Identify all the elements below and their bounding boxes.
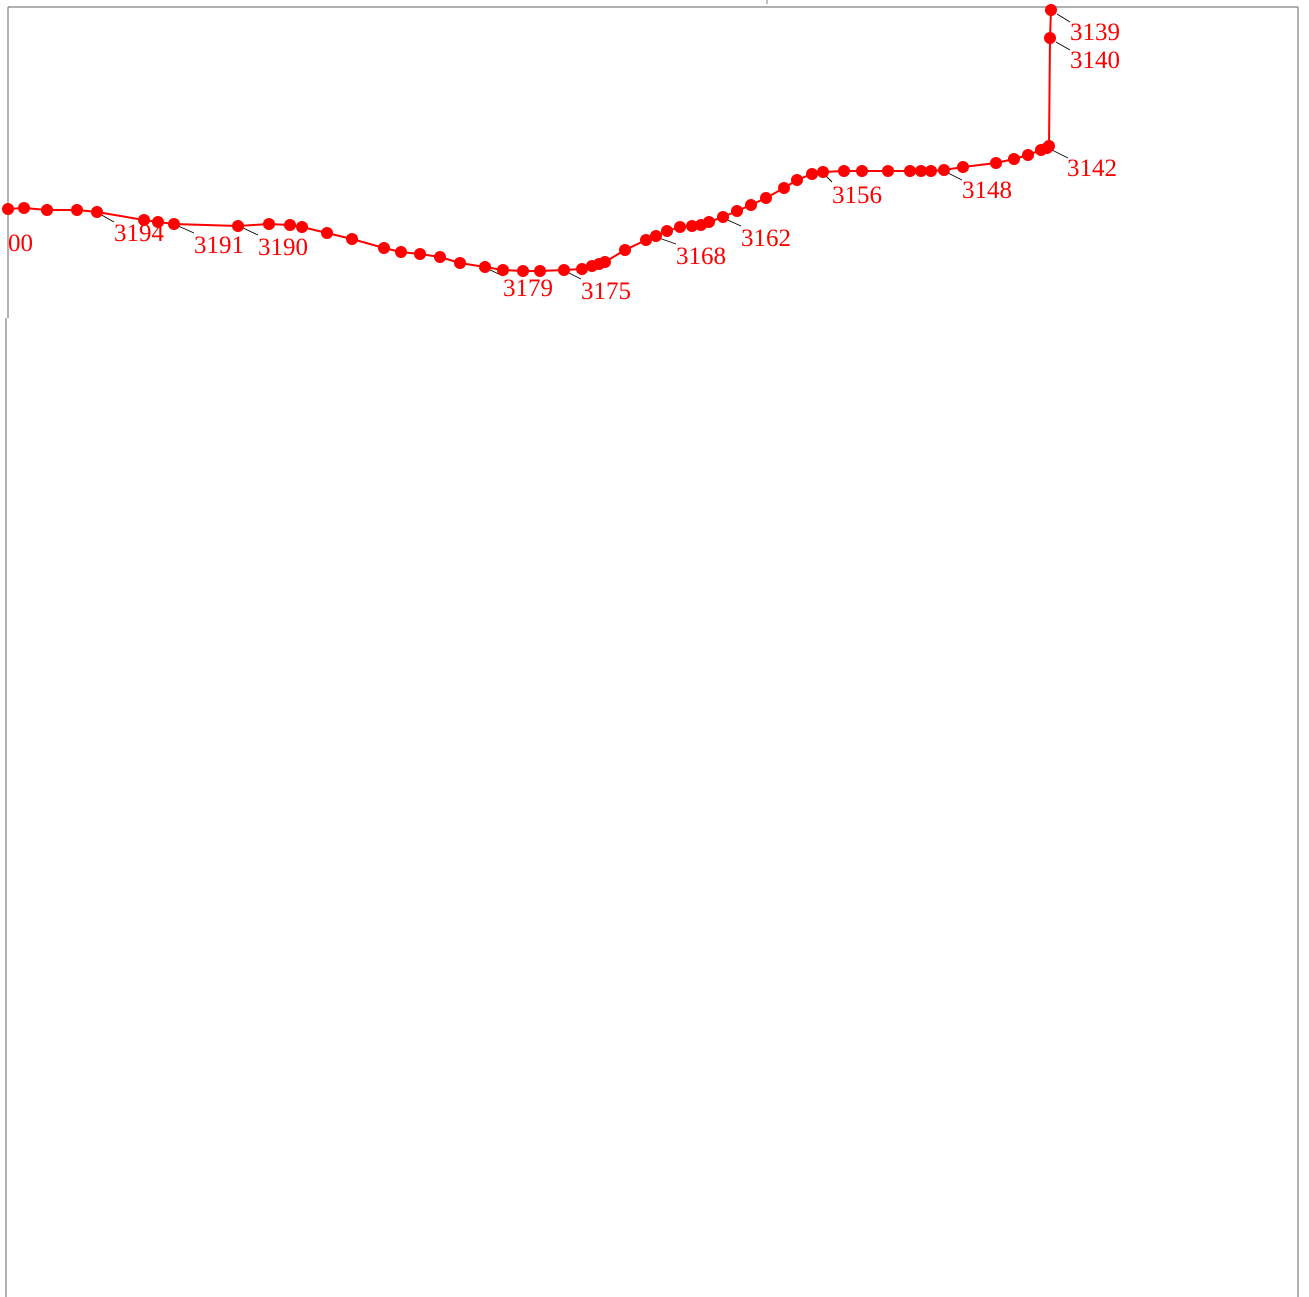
survey-point[interactable] xyxy=(957,161,969,173)
map-frame-border xyxy=(5,6,1299,1297)
survey-point[interactable] xyxy=(517,265,529,277)
label-leader-line xyxy=(1056,13,1071,23)
survey-point[interactable] xyxy=(990,157,1002,169)
survey-point[interactable] xyxy=(378,242,390,254)
survey-point[interactable] xyxy=(454,257,466,269)
survey-point[interactable] xyxy=(558,264,570,276)
survey-point[interactable] xyxy=(745,199,757,211)
survey-point[interactable] xyxy=(91,206,103,218)
survey-point[interactable] xyxy=(2,203,14,215)
survey-point[interactable] xyxy=(925,165,937,177)
survey-point[interactable] xyxy=(479,261,491,273)
station-label: 3168 xyxy=(676,243,726,270)
survey-point[interactable] xyxy=(497,264,509,276)
survey-point[interactable] xyxy=(263,218,275,230)
survey-point[interactable] xyxy=(661,225,673,237)
survey-point[interactable] xyxy=(1045,4,1057,16)
survey-point[interactable] xyxy=(791,174,803,186)
station-label: 00 xyxy=(8,230,33,257)
survey-point[interactable] xyxy=(414,248,426,260)
survey-point[interactable] xyxy=(938,164,950,176)
survey-point[interactable] xyxy=(778,182,790,194)
survey-point[interactable] xyxy=(284,219,296,231)
survey-point[interactable] xyxy=(576,263,588,275)
survey-point[interactable] xyxy=(586,260,598,272)
survey-point[interactable] xyxy=(232,220,244,232)
station-label: 3156 xyxy=(832,182,882,209)
station-label: 3179 xyxy=(503,275,553,302)
survey-point[interactable] xyxy=(904,165,916,177)
label-leader-line xyxy=(1055,41,1071,51)
station-label: 3190 xyxy=(258,234,308,261)
survey-point[interactable] xyxy=(915,165,927,177)
survey-point[interactable] xyxy=(817,166,829,178)
survey-point[interactable] xyxy=(838,165,850,177)
survey-point[interactable] xyxy=(434,251,446,263)
survey-point[interactable] xyxy=(856,165,868,177)
survey-point[interactable] xyxy=(18,202,30,214)
survey-point[interactable] xyxy=(1035,144,1047,156)
survey-point[interactable] xyxy=(731,205,743,217)
survey-point[interactable] xyxy=(1044,32,1056,44)
survey-point[interactable] xyxy=(152,216,164,228)
survey-point[interactable] xyxy=(41,204,53,216)
survey-point[interactable] xyxy=(395,246,407,258)
survey-point[interactable] xyxy=(695,219,707,231)
survey-point[interactable] xyxy=(717,211,729,223)
survey-point[interactable] xyxy=(534,265,546,277)
survey-point[interactable] xyxy=(619,244,631,256)
survey-point[interactable] xyxy=(640,234,652,246)
station-label: 3140 xyxy=(1070,47,1120,74)
station-label: 3191 xyxy=(194,232,244,259)
station-label: 3148 xyxy=(962,177,1012,204)
station-label: 3162 xyxy=(741,225,791,252)
survey-point[interactable] xyxy=(882,165,894,177)
survey-point[interactable] xyxy=(674,221,686,233)
station-label: 3175 xyxy=(581,278,631,305)
survey-point[interactable] xyxy=(296,221,308,233)
label-leader-line xyxy=(240,226,259,236)
station-label: 3139 xyxy=(1070,19,1120,46)
survey-point[interactable] xyxy=(71,204,83,216)
station-label: 3194 xyxy=(114,220,165,247)
survey-points xyxy=(2,4,1057,277)
survey-point[interactable] xyxy=(168,218,180,230)
survey-point[interactable] xyxy=(321,227,333,239)
station-label: 3142 xyxy=(1067,155,1117,182)
survey-point[interactable] xyxy=(346,233,358,245)
survey-point[interactable] xyxy=(806,168,818,180)
survey-point[interactable] xyxy=(1022,149,1034,161)
survey-point[interactable] xyxy=(1008,153,1020,165)
survey-point[interactable] xyxy=(138,214,150,226)
survey-point[interactable] xyxy=(760,192,772,204)
survey-point[interactable] xyxy=(650,230,662,242)
survey-point[interactable] xyxy=(686,220,698,232)
label-leader-line xyxy=(1051,149,1069,159)
